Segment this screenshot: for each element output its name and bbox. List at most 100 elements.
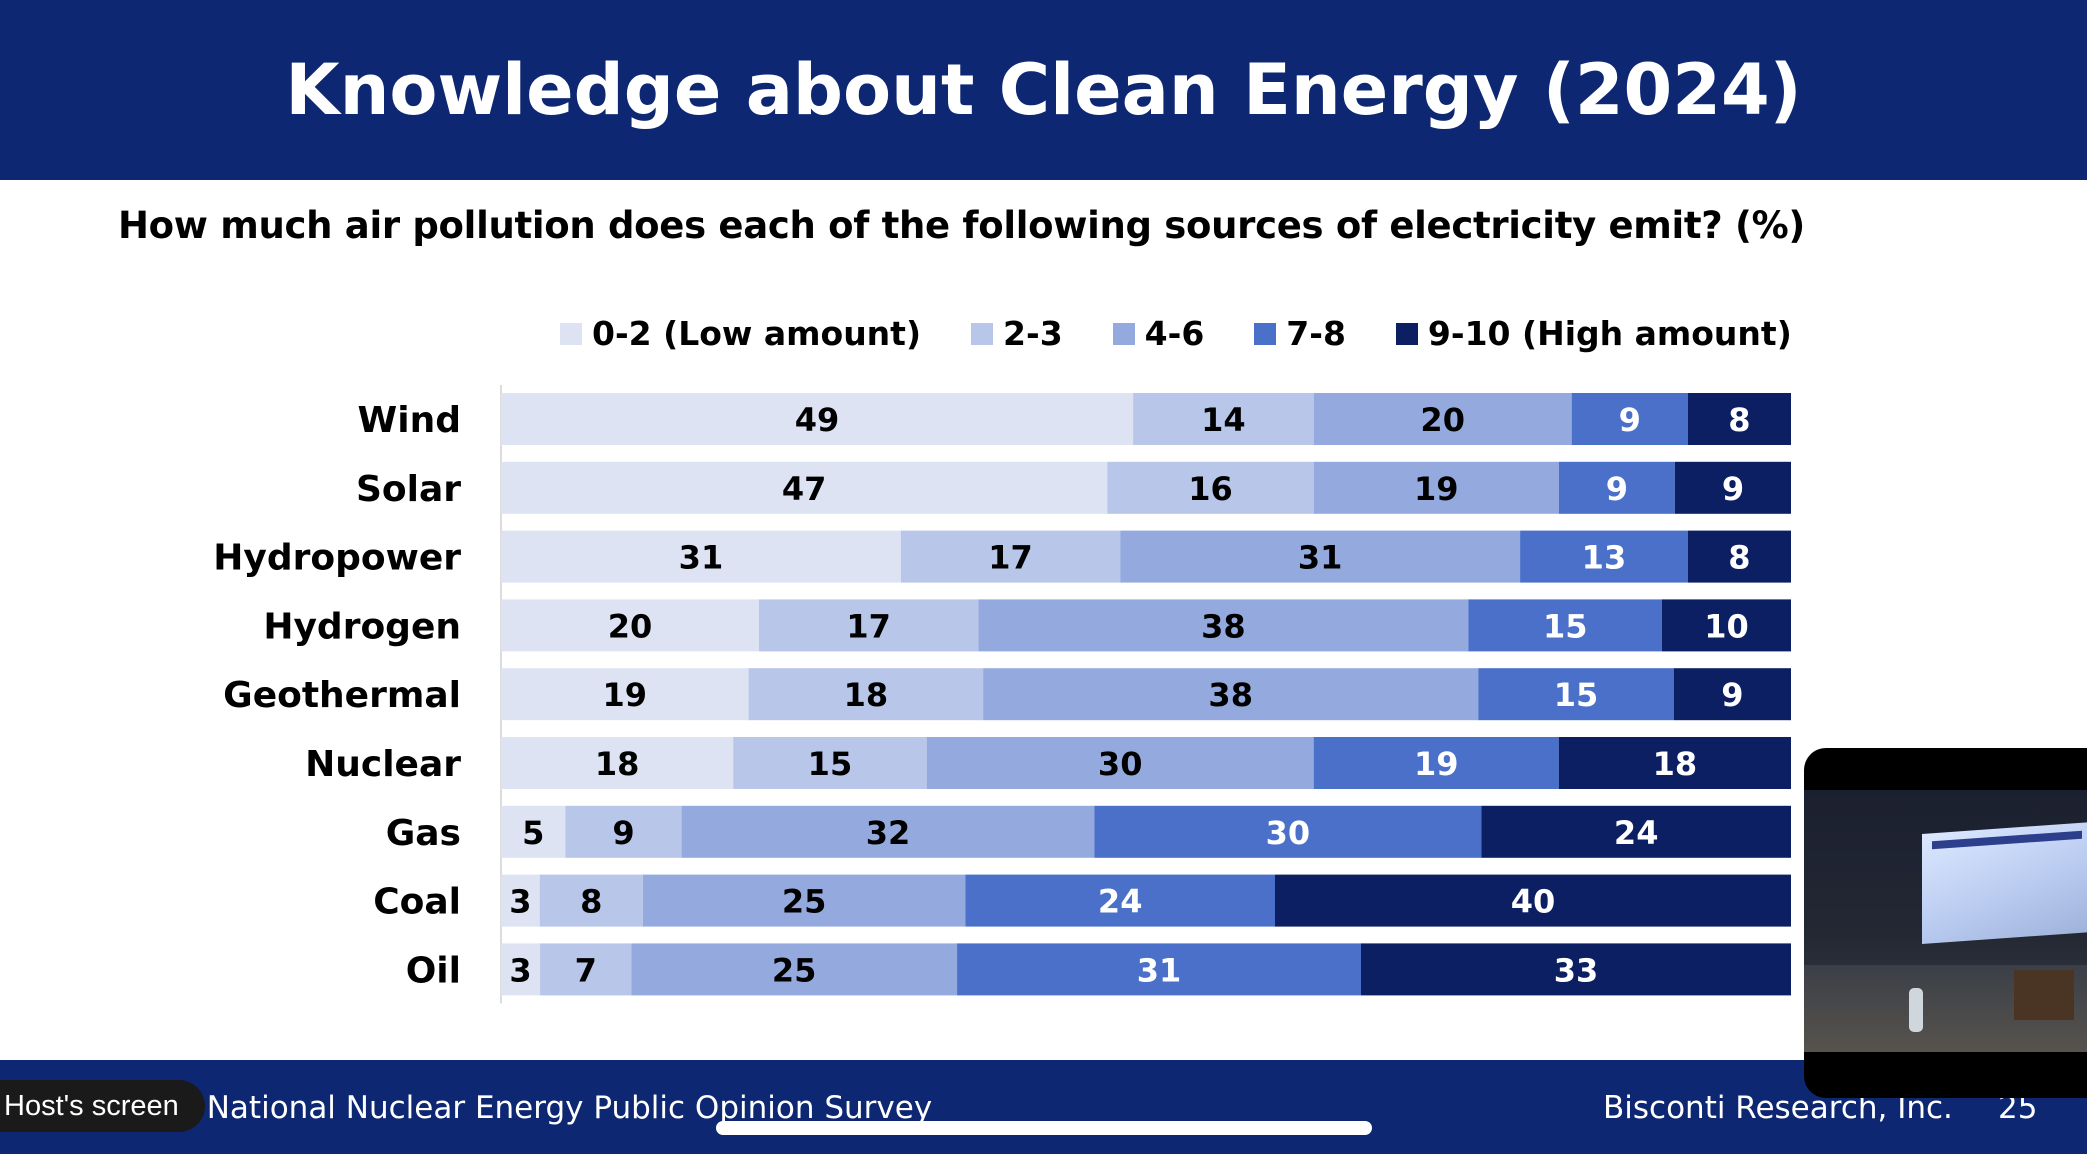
bar-segment (1094, 805, 1482, 858)
chart-legend: 0-2 (Low amount) 2-3 4-6 7-8 9-10 (High amou… (560, 314, 1842, 353)
legend-item: 2-3 (971, 314, 1063, 353)
bar-segment (1478, 668, 1674, 721)
bar-segment (1687, 393, 1791, 445)
water-bottle (1909, 988, 1923, 1032)
data-label: 15 (808, 745, 853, 783)
bar-segment (900, 530, 1121, 583)
legend-label: 0-2 (Low amount) (592, 314, 922, 353)
legend-label: 4-6 (1144, 314, 1205, 353)
bar-segment (965, 874, 1275, 927)
legend-label: 7-8 (1286, 314, 1346, 353)
bar-segment (978, 599, 1469, 652)
bar-segment (1313, 393, 1572, 445)
bar-segment (759, 599, 979, 652)
bar-segment (642, 874, 966, 927)
bar-segment (565, 805, 682, 858)
data-label: 40 (1511, 883, 1556, 921)
category-label: Solar (356, 469, 461, 510)
legend-swatch (1112, 322, 1135, 345)
category-label: Gas (386, 813, 461, 854)
category-label: Wind (358, 400, 461, 441)
data-label: 19 (603, 676, 648, 714)
category-label: Coal (373, 882, 461, 923)
data-label: 19 (1414, 745, 1459, 783)
projector-screen (1922, 822, 2087, 944)
data-label: 13 (1582, 539, 1627, 577)
projector-screen-title (1932, 830, 2082, 850)
bar-segment (957, 943, 1361, 996)
bar-segment (539, 874, 643, 927)
data-label: 31 (679, 539, 724, 577)
bar-segment (1361, 943, 1791, 996)
bar-segment (1571, 393, 1688, 445)
bar-segment (926, 737, 1314, 789)
data-label: 20 (608, 607, 653, 645)
bar-segment (1674, 461, 1791, 514)
data-label: 24 (1098, 883, 1143, 921)
data-label: 10 (1704, 607, 1749, 645)
legend-swatch (971, 322, 994, 345)
bar-segment (1468, 599, 1662, 652)
data-label: 47 (782, 470, 827, 508)
data-label: 38 (1201, 607, 1246, 645)
bar-segment (681, 805, 1095, 858)
data-label: 15 (1543, 607, 1588, 645)
data-label: 3 (509, 951, 531, 989)
bar-segment (501, 874, 540, 927)
legend-item: 9-10 (High amount) (1395, 314, 1792, 353)
bar-segment (1120, 530, 1521, 583)
legend-swatch (1395, 322, 1418, 345)
bar-segment (501, 530, 901, 583)
bar-segment (1313, 461, 1559, 514)
data-label: 16 (1188, 470, 1233, 508)
bar-segment (501, 393, 1134, 445)
desk (2014, 970, 2074, 1020)
bar-segment (983, 668, 1479, 721)
data-label: 25 (782, 883, 827, 921)
data-label: 17 (988, 539, 1033, 577)
bar-segment (1481, 805, 1791, 858)
host-screen-label: Host's screen (4, 1089, 179, 1122)
bar-segment (501, 461, 1108, 514)
category-label: Geothermal (223, 675, 461, 716)
legend-swatch (1254, 322, 1277, 345)
data-label: 20 (1420, 401, 1465, 439)
data-label: 5 (522, 814, 544, 852)
category-label: Hydropower (213, 538, 461, 579)
legend-item: 0-2 (Low amount) (560, 314, 921, 353)
bar-segment (1558, 461, 1675, 514)
data-label: 8 (1728, 401, 1750, 439)
slide-header: Knowledge about Clean Energy (2024) (0, 0, 2087, 180)
data-label: 8 (1728, 539, 1750, 577)
data-label: 30 (1098, 745, 1143, 783)
slide-footer: 2024 National Nuclear Energy Public Opin… (0, 1060, 2087, 1154)
legend-item: 4-6 (1112, 314, 1205, 353)
bar-segment (733, 737, 927, 789)
data-label: 15 (1554, 676, 1599, 714)
bar-segment (501, 943, 541, 996)
bar-segment (1673, 668, 1791, 721)
category-label: Nuclear (305, 744, 461, 785)
category-label: Oil (406, 950, 461, 991)
host-screen-badge[interactable]: Host's screen (0, 1080, 205, 1132)
home-indicator-bar[interactable] (716, 1121, 1372, 1135)
participant-video-thumbnail[interactable] (1804, 748, 2087, 1098)
data-label: 8 (580, 883, 602, 921)
legend-label: 2-3 (1003, 314, 1063, 353)
data-label: 7 (575, 951, 597, 989)
bar-segment (540, 943, 632, 996)
data-label: 38 (1208, 676, 1253, 714)
bar-segment (1687, 530, 1791, 583)
bar-segment (1558, 737, 1791, 789)
data-label: 33 (1554, 951, 1599, 989)
data-label: 25 (772, 951, 817, 989)
data-label: 9 (1721, 676, 1743, 714)
legend-item: 7-8 (1254, 314, 1346, 353)
data-label: 32 (866, 814, 911, 852)
bar-segment (1133, 393, 1314, 445)
data-label: 9 (612, 814, 634, 852)
slide-title: Knowledge about Clean Energy (2024) (285, 49, 1802, 131)
survey-question: How much air pollution does each of the … (118, 204, 1806, 247)
bar-segment (1520, 530, 1688, 583)
footer-survey-name: 2024 National Nuclear Energy Public Opin… (118, 1090, 933, 1126)
